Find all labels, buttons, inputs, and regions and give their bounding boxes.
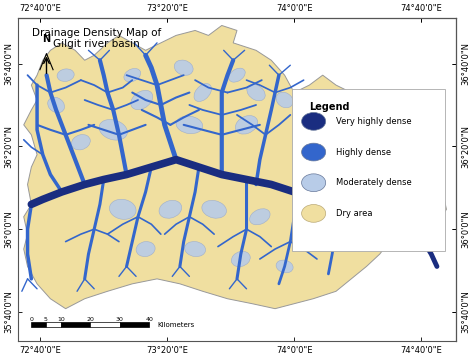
Ellipse shape bbox=[174, 60, 193, 75]
Text: Moderately dense: Moderately dense bbox=[336, 178, 411, 187]
Ellipse shape bbox=[247, 84, 265, 101]
Bar bbox=[31, 322, 46, 327]
Ellipse shape bbox=[57, 69, 74, 81]
Ellipse shape bbox=[176, 116, 203, 134]
Ellipse shape bbox=[159, 200, 182, 218]
Ellipse shape bbox=[276, 92, 293, 108]
Ellipse shape bbox=[276, 260, 293, 273]
Ellipse shape bbox=[300, 216, 319, 232]
Bar bbox=[292, 89, 445, 251]
Ellipse shape bbox=[194, 84, 211, 102]
Ellipse shape bbox=[301, 112, 326, 130]
Ellipse shape bbox=[301, 174, 326, 192]
Text: 30: 30 bbox=[116, 317, 124, 322]
Ellipse shape bbox=[99, 120, 128, 140]
Text: 40: 40 bbox=[146, 317, 154, 322]
Text: Legend: Legend bbox=[309, 102, 350, 112]
Ellipse shape bbox=[363, 168, 378, 181]
Ellipse shape bbox=[250, 209, 270, 225]
Text: Highly dense: Highly dense bbox=[336, 148, 391, 157]
Ellipse shape bbox=[305, 118, 322, 131]
Ellipse shape bbox=[124, 69, 141, 82]
Ellipse shape bbox=[301, 205, 326, 222]
Ellipse shape bbox=[392, 178, 405, 191]
Text: 0: 0 bbox=[29, 317, 33, 322]
Ellipse shape bbox=[231, 251, 250, 267]
Ellipse shape bbox=[202, 200, 227, 218]
Polygon shape bbox=[24, 25, 447, 309]
Bar bbox=[90, 322, 120, 327]
Bar bbox=[120, 322, 149, 327]
Text: Dry area: Dry area bbox=[336, 209, 372, 218]
Ellipse shape bbox=[301, 143, 326, 161]
Text: Drainage Density Map of
Gilgit river basin: Drainage Density Map of Gilgit river bas… bbox=[32, 28, 162, 49]
Bar bbox=[61, 322, 90, 327]
Ellipse shape bbox=[109, 199, 136, 219]
Ellipse shape bbox=[352, 127, 370, 143]
Bar bbox=[46, 322, 61, 327]
Ellipse shape bbox=[131, 90, 153, 109]
Ellipse shape bbox=[229, 68, 245, 82]
Ellipse shape bbox=[185, 242, 206, 257]
Text: Very highly dense: Very highly dense bbox=[336, 117, 411, 126]
Text: 10: 10 bbox=[57, 317, 64, 322]
Text: 20: 20 bbox=[86, 317, 94, 322]
Text: Kilometers: Kilometers bbox=[157, 322, 194, 327]
Ellipse shape bbox=[324, 153, 341, 166]
Ellipse shape bbox=[72, 135, 90, 150]
Ellipse shape bbox=[136, 242, 155, 257]
Ellipse shape bbox=[48, 97, 64, 113]
Text: 5: 5 bbox=[44, 317, 48, 322]
Ellipse shape bbox=[236, 116, 258, 134]
Text: N: N bbox=[43, 34, 51, 44]
